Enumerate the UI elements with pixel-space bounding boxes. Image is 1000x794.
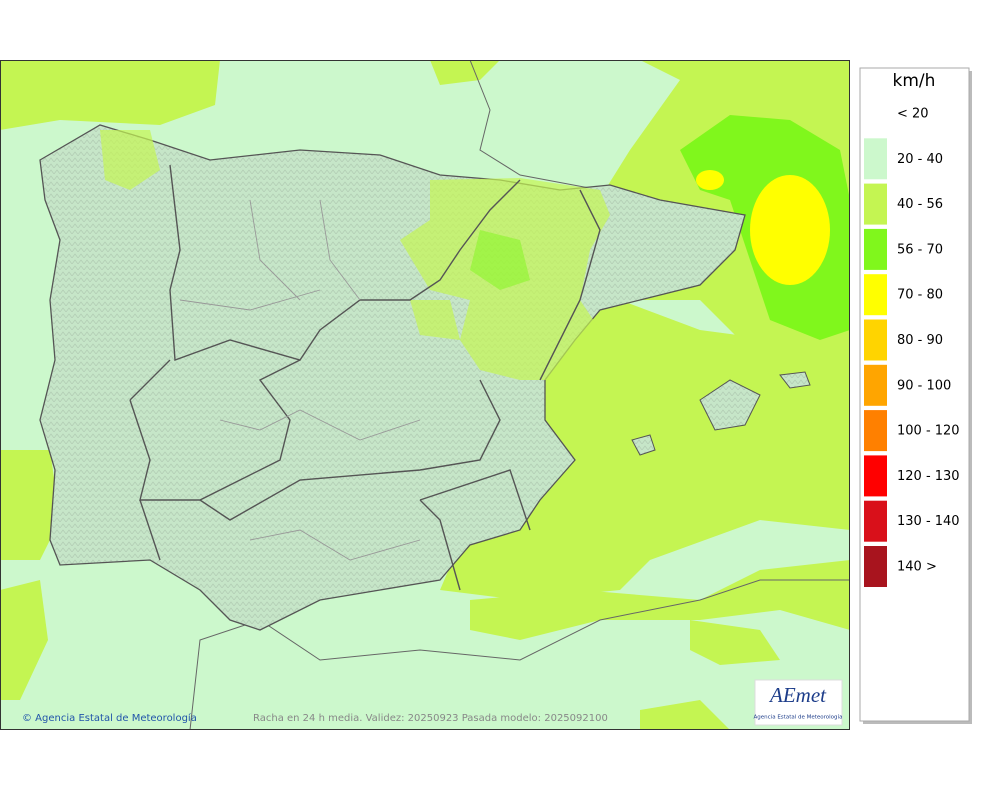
- map-frame: [0, 60, 850, 730]
- legend-label: 90 - 100: [897, 378, 951, 393]
- wind-zone: [470, 560, 850, 640]
- legend-label: 40 - 56: [897, 197, 943, 212]
- wind-zone: [0, 60, 220, 130]
- wind-zone: [0, 580, 48, 700]
- logo-name: AEmet: [768, 683, 827, 707]
- logo-subtitle: Agencia Estatal de Meteorología: [754, 714, 843, 721]
- wind-zone: [0, 450, 60, 560]
- map-area: [0, 60, 850, 730]
- legend-label: < 20: [897, 107, 929, 122]
- wind-zone: [100, 130, 160, 190]
- legend-label: 120 - 130: [897, 469, 960, 484]
- legend-swatch: [864, 410, 887, 452]
- legend-swatch: [864, 138, 887, 180]
- logo: AEmet Agencia Estatal de Meteorología: [754, 679, 843, 726]
- legend-label: 20 - 40: [897, 152, 943, 167]
- wind-zone: [470, 230, 530, 290]
- legend-swatch: [864, 455, 887, 497]
- wind-zone: [640, 700, 730, 730]
- legend-swatch: [864, 228, 887, 270]
- legend-label: 140 >: [897, 560, 937, 575]
- legend-swatch: [864, 183, 887, 225]
- legend-swatch: [864, 500, 887, 542]
- legend-swatch: [864, 274, 887, 316]
- wind-zone: [690, 620, 780, 665]
- legend-label: 130 - 140: [897, 514, 960, 529]
- legend-label: 56 - 70: [897, 242, 943, 257]
- legend-label: 70 - 80: [897, 288, 943, 303]
- wind-zone: [696, 170, 724, 190]
- legend-label: 80 - 90: [897, 333, 943, 348]
- wind-zone: [410, 300, 460, 340]
- legend-swatch: [864, 364, 887, 406]
- legend: km/h < 20 20 - 40 40 - 56 56 - 70 70 - 80 80 …: [859, 67, 972, 724]
- legend-label: 100 - 120: [897, 424, 960, 439]
- legend-swatch: [864, 319, 887, 361]
- caption: Racha en 24 h media. Validez: 20250923 P…: [253, 713, 608, 724]
- legend-swatch: [864, 546, 887, 587]
- logo-box: [754, 679, 843, 726]
- wind-zone: [430, 60, 500, 85]
- legend-unit: km/h: [893, 71, 936, 91]
- credit: © Agencia Estatal de Meteorología: [22, 712, 197, 724]
- wind-zone: [750, 175, 830, 285]
